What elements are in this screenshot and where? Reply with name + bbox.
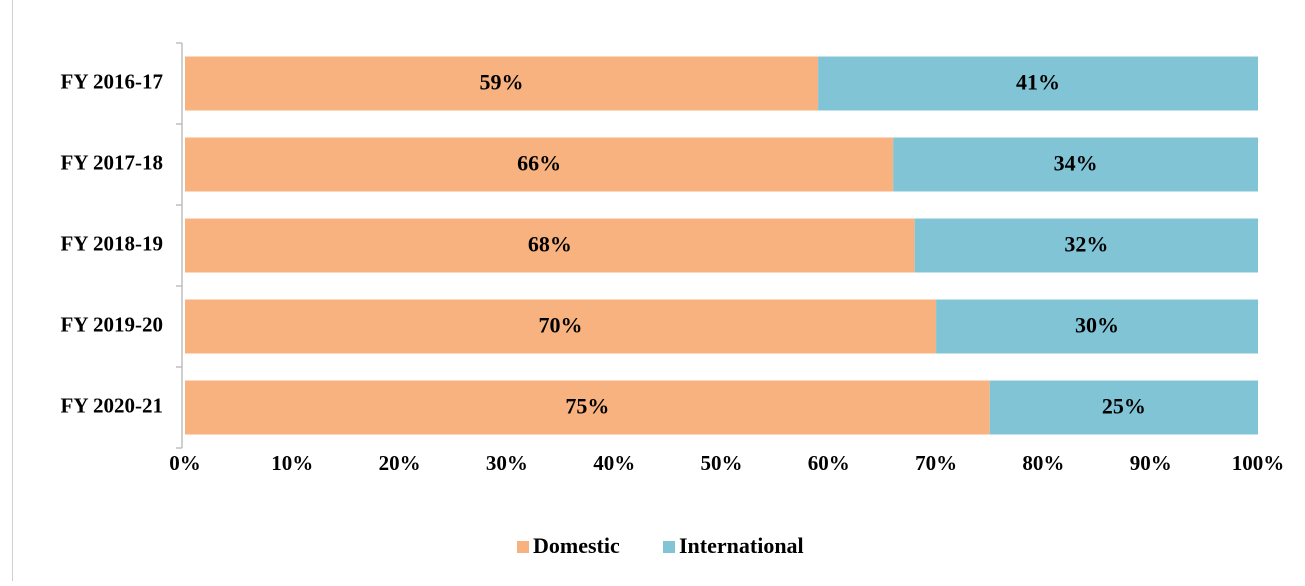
category-label: FY 2020-21	[61, 393, 163, 417]
legend-swatch	[663, 541, 675, 553]
data-label: 70%	[539, 313, 583, 338]
category-label: FY 2017-18	[61, 150, 163, 174]
category-label: FY 2016-17	[61, 69, 163, 93]
x-tick-label: 60%	[808, 451, 850, 475]
data-label: 59%	[480, 70, 524, 95]
x-tick-label: 70%	[915, 451, 957, 475]
bar-segment	[989, 380, 1258, 435]
data-label: 32%	[1064, 232, 1108, 257]
bar-segment	[185, 218, 915, 273]
bar-segment	[185, 299, 937, 354]
legend-label: International	[679, 533, 804, 558]
x-tick-label: 90%	[1130, 451, 1172, 475]
data-label: 66%	[517, 151, 561, 176]
x-tick-label: 80%	[1022, 451, 1064, 475]
bar-segment	[818, 56, 1258, 111]
x-tick-label: 100%	[1232, 451, 1285, 475]
x-tick-label: 40%	[593, 451, 635, 475]
data-label: 25%	[1102, 394, 1146, 419]
category-label: FY 2018-19	[61, 231, 163, 255]
data-label: 34%	[1054, 151, 1098, 176]
legend-label: Domestic	[533, 533, 620, 558]
bar-segment	[185, 56, 819, 111]
x-tick-label: 30%	[486, 451, 528, 475]
data-label: 41%	[1016, 70, 1060, 95]
data-label: 68%	[528, 232, 572, 257]
bar-segment	[185, 137, 894, 192]
bar-segment	[914, 218, 1258, 273]
data-label: 75%	[565, 394, 609, 419]
x-tick-label: 50%	[701, 451, 743, 475]
data-label: 30%	[1075, 313, 1119, 338]
x-tick-label: 20%	[379, 451, 421, 475]
x-tick-label: 10%	[271, 451, 313, 475]
category-label: FY 2019-20	[61, 312, 163, 336]
bar-segment	[936, 299, 1258, 354]
bar-segment	[185, 380, 990, 435]
x-tick-label: 0%	[169, 451, 201, 475]
legend-swatch	[517, 541, 529, 553]
bar-segment	[893, 137, 1258, 192]
